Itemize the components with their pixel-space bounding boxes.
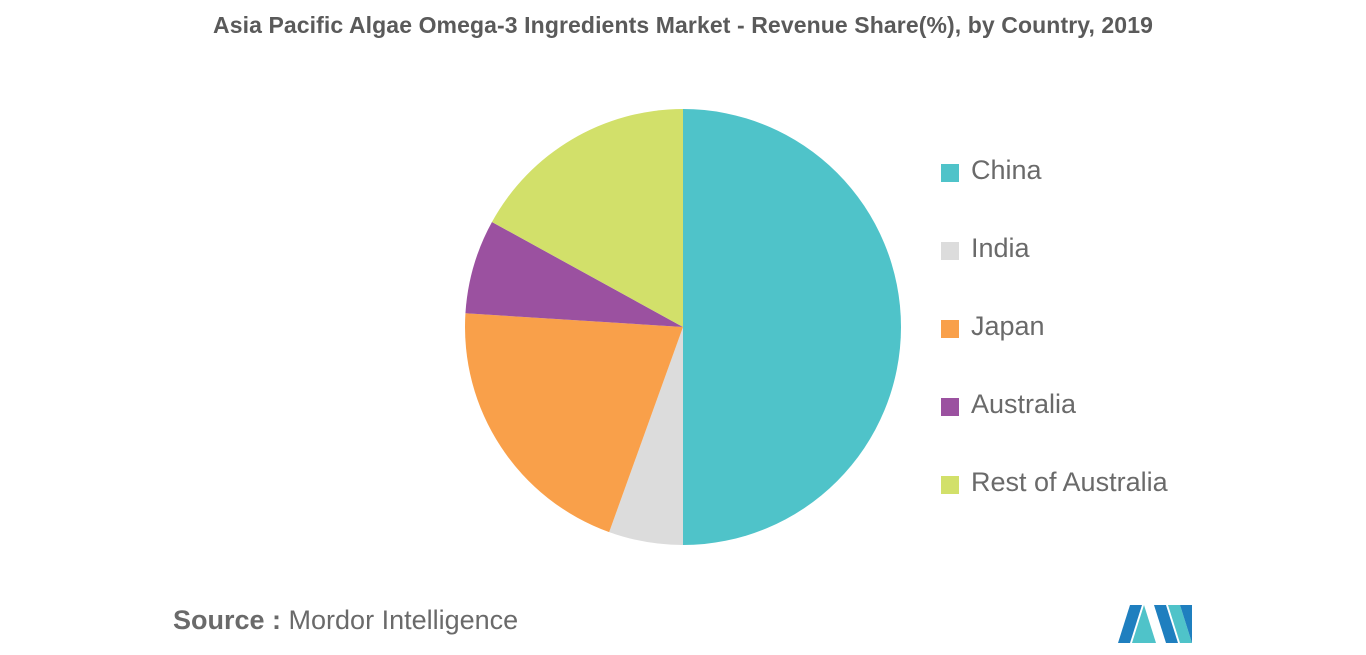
legend-swatch <box>941 476 959 494</box>
source-key: Source : <box>173 605 282 635</box>
pie-slice-japan <box>465 313 683 533</box>
legend-label: Australia <box>971 389 1077 419</box>
legend-swatch <box>941 242 959 260</box>
legend-swatch <box>941 320 959 338</box>
source-note: Source : Mordor Intelligence <box>173 605 518 636</box>
chart-title: Asia Pacific Algae Omega-3 Ingredients M… <box>212 12 1153 38</box>
pie-slice-india <box>609 327 683 545</box>
pie-slice-australia <box>465 221 683 327</box>
legend-label: Rest of Australia <box>971 467 1168 497</box>
pie-slice-china <box>683 109 901 545</box>
legend-label: India <box>971 233 1030 263</box>
legend-label: China <box>971 155 1042 185</box>
mordor-intelligence-logo-icon <box>1118 605 1192 643</box>
legend-swatch <box>941 398 959 416</box>
source-value: Mordor Intelligence <box>288 605 519 635</box>
legend-swatch <box>941 164 959 182</box>
pie-slice-rest-of-australia <box>491 109 683 327</box>
legend-label: Japan <box>971 311 1045 341</box>
